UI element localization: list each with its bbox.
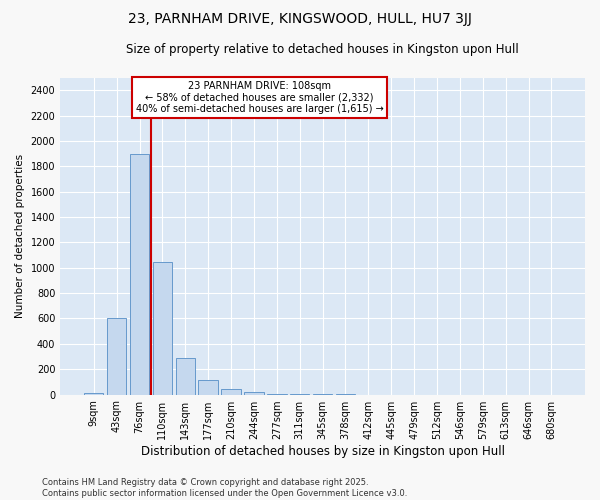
Bar [176,358,195,395]
Bar [130,154,149,394]
X-axis label: Distribution of detached houses by size in Kingston upon Hull: Distribution of detached houses by size … [140,444,505,458]
Text: 23 PARNHAM DRIVE: 108sqm
← 58% of detached houses are smaller (2,332)
40% of sem: 23 PARNHAM DRIVE: 108sqm ← 58% of detach… [136,80,383,114]
Title: Size of property relative to detached houses in Kingston upon Hull: Size of property relative to detached ho… [126,42,519,56]
Bar [221,389,241,394]
Bar [199,380,218,394]
Y-axis label: Number of detached properties: Number of detached properties [15,154,25,318]
Bar [84,392,103,394]
Text: Contains HM Land Registry data © Crown copyright and database right 2025.
Contai: Contains HM Land Registry data © Crown c… [42,478,407,498]
Bar [244,392,263,394]
Text: 23, PARNHAM DRIVE, KINGSWOOD, HULL, HU7 3JJ: 23, PARNHAM DRIVE, KINGSWOOD, HULL, HU7 … [128,12,472,26]
Bar [107,318,127,394]
Bar [152,262,172,394]
